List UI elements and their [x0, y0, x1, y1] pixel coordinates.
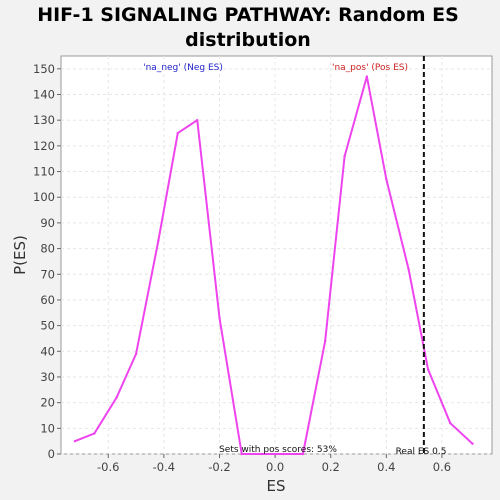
real-es-label: Real ES 0.5 — [396, 447, 447, 457]
y-tick-label: 130 — [33, 113, 55, 127]
data-point — [115, 396, 118, 399]
y-axis-label: P(ES) — [11, 235, 29, 275]
data-point — [176, 131, 179, 135]
data-point — [426, 368, 430, 371]
pos-scores-label: Sets with pos scores: 53% — [219, 445, 337, 455]
x-axis-label: ES — [267, 477, 286, 495]
x-tick-label: -0.6 — [97, 460, 119, 474]
y-tick-label: 90 — [40, 216, 55, 230]
y-tick-label: 40 — [40, 344, 55, 358]
x-tick-label: 0.4 — [377, 460, 395, 474]
data-point — [93, 432, 96, 435]
y-tick-label: 140 — [33, 88, 55, 102]
x-tick-label: 0.6 — [433, 460, 451, 474]
pos-es-label: 'na_pos' (Pos ES) — [332, 63, 408, 73]
data-point — [343, 154, 346, 158]
y-tick-label: 10 — [40, 421, 55, 435]
data-point — [157, 239, 160, 243]
data-point — [471, 442, 474, 445]
y-tick-label: 0 — [48, 447, 55, 461]
y-axis-ticks: 0 10 20 30 40 50 60 70 80 90 100 110 120 130 140 150 — [33, 62, 61, 461]
y-tick-label: 110 — [33, 165, 55, 179]
data-point — [385, 178, 388, 181]
y-tick-label: 100 — [33, 190, 55, 204]
x-axis-ticks: -0.6 -0.4 -0.2 0.0 0.2 0.4 0.6 — [97, 454, 451, 474]
grid-lines — [61, 56, 492, 455]
data-point — [407, 267, 410, 271]
y-tick-label: 70 — [40, 267, 55, 281]
data-point — [301, 452, 305, 456]
data-point — [282, 452, 285, 456]
y-tick-label: 60 — [40, 293, 55, 307]
series-layer — [73, 75, 474, 456]
data-point — [218, 316, 221, 320]
x-tick-label: -0.4 — [153, 460, 175, 474]
data-point — [134, 352, 138, 356]
data-point — [196, 118, 199, 122]
x-tick-label: -0.2 — [208, 460, 230, 474]
x-tick-label: 0.2 — [322, 460, 340, 474]
chart-title-line-2: distribution — [185, 29, 311, 51]
data-point — [73, 439, 77, 443]
y-tick-label: 20 — [40, 396, 55, 410]
y-tick-label: 150 — [33, 62, 55, 76]
neg-es-label: 'na_neg' (Neg ES) — [143, 63, 223, 73]
y-tick-label: 80 — [40, 242, 55, 256]
series-line — [74, 75, 474, 455]
x-tick-label: 0.0 — [266, 460, 284, 474]
y-tick-label: 30 — [40, 370, 55, 384]
y-tick-label: 50 — [40, 319, 55, 333]
plot-area — [60, 55, 493, 455]
data-point — [449, 421, 452, 425]
data-point — [240, 452, 243, 456]
data-point — [323, 339, 327, 343]
chart-title-line-1: HIF-1 SIGNALING PATHWAY: Random ES — [37, 4, 459, 26]
data-point — [260, 452, 263, 456]
data-point — [365, 75, 369, 78]
y-tick-label: 120 — [33, 139, 55, 153]
